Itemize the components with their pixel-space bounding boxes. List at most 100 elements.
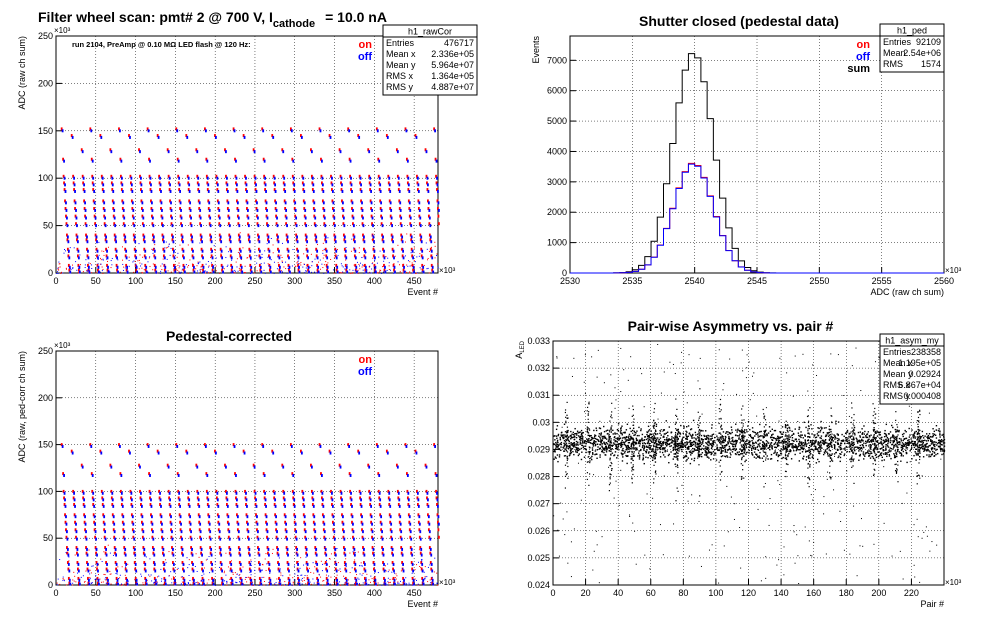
data-point bbox=[427, 207, 430, 211]
data-point bbox=[211, 581, 214, 585]
data-point bbox=[235, 181, 237, 185]
data-point bbox=[403, 265, 405, 269]
data-point bbox=[153, 247, 155, 249]
data-point bbox=[266, 233, 269, 237]
data-point bbox=[288, 578, 291, 582]
data-point bbox=[111, 498, 114, 502]
data-point bbox=[381, 551, 384, 555]
data-point bbox=[424, 148, 427, 152]
data-point bbox=[115, 240, 118, 244]
data-point bbox=[226, 189, 229, 193]
data-point bbox=[76, 572, 78, 574]
data-point bbox=[236, 582, 238, 584]
data-point bbox=[311, 188, 314, 192]
data-point bbox=[351, 567, 353, 569]
data-point bbox=[359, 491, 362, 495]
data-point bbox=[345, 247, 347, 249]
data-point bbox=[933, 444, 935, 446]
data-point bbox=[179, 528, 182, 532]
data-point bbox=[227, 528, 230, 532]
data-point bbox=[336, 584, 338, 586]
data-point bbox=[414, 569, 416, 571]
data-point bbox=[788, 427, 791, 429]
data-point bbox=[268, 581, 271, 585]
data-point bbox=[316, 256, 319, 260]
data-point bbox=[292, 577, 294, 579]
data-point bbox=[70, 268, 72, 270]
data-point bbox=[175, 443, 178, 447]
data-point bbox=[85, 233, 87, 237]
data-point bbox=[567, 439, 570, 442]
data-point bbox=[225, 465, 227, 469]
data-point bbox=[282, 496, 285, 500]
data-point bbox=[326, 583, 328, 585]
data-point bbox=[164, 265, 167, 269]
data-point bbox=[133, 235, 136, 239]
data-point bbox=[691, 444, 694, 447]
data-point bbox=[90, 444, 93, 448]
data-point bbox=[246, 189, 248, 193]
data-point bbox=[181, 561, 184, 565]
data-point bbox=[791, 430, 793, 432]
data-point bbox=[399, 580, 401, 582]
data-point bbox=[144, 581, 147, 585]
data-point bbox=[225, 574, 227, 576]
data-point bbox=[327, 582, 330, 586]
data-point bbox=[348, 157, 351, 161]
data-point bbox=[600, 432, 603, 434]
data-point bbox=[433, 443, 436, 447]
data-point bbox=[314, 566, 316, 568]
data-point bbox=[64, 504, 67, 508]
data-point bbox=[854, 434, 856, 436]
data-point bbox=[245, 491, 247, 495]
data-point bbox=[167, 465, 170, 469]
data-point bbox=[226, 207, 229, 211]
data-point bbox=[427, 259, 429, 261]
data-point bbox=[566, 430, 568, 432]
data-point bbox=[95, 247, 98, 251]
data-point bbox=[938, 428, 940, 430]
data-point bbox=[773, 452, 775, 454]
data-point bbox=[77, 256, 80, 260]
data-point bbox=[771, 428, 773, 431]
data-point bbox=[339, 174, 342, 178]
data-point bbox=[411, 263, 414, 267]
data-point bbox=[407, 513, 410, 517]
data-point bbox=[425, 465, 428, 469]
stats-row-label: RMS y bbox=[386, 82, 414, 92]
data-point bbox=[164, 582, 167, 586]
data-point bbox=[414, 134, 417, 138]
data-point bbox=[394, 270, 396, 274]
data-point bbox=[247, 530, 250, 534]
data-point bbox=[204, 129, 207, 133]
data-point bbox=[216, 503, 219, 507]
data-point bbox=[151, 530, 154, 534]
data-point bbox=[281, 256, 283, 258]
data-point bbox=[86, 269, 88, 271]
data-point bbox=[200, 247, 203, 251]
data-point bbox=[200, 547, 203, 551]
data-point bbox=[189, 583, 191, 585]
data-point bbox=[343, 247, 346, 251]
y-tick-label: 100 bbox=[38, 486, 53, 496]
data-point bbox=[218, 522, 221, 526]
data-point bbox=[191, 254, 194, 258]
stats-row-label: Entries bbox=[386, 38, 415, 48]
data-point bbox=[635, 449, 637, 451]
data-point bbox=[313, 522, 316, 526]
data-point bbox=[323, 563, 325, 565]
data-point bbox=[257, 530, 259, 534]
data-point bbox=[239, 269, 241, 271]
data-point bbox=[102, 258, 104, 260]
data-point bbox=[181, 269, 183, 271]
data-point bbox=[845, 440, 847, 442]
data-point bbox=[353, 264, 355, 266]
data-point bbox=[56, 272, 58, 274]
data-point bbox=[190, 233, 192, 237]
data-point bbox=[374, 581, 376, 585]
data-point bbox=[302, 513, 305, 517]
data-point bbox=[345, 566, 347, 568]
data-point bbox=[826, 432, 829, 434]
data-point bbox=[221, 268, 224, 272]
data-point bbox=[621, 432, 623, 434]
